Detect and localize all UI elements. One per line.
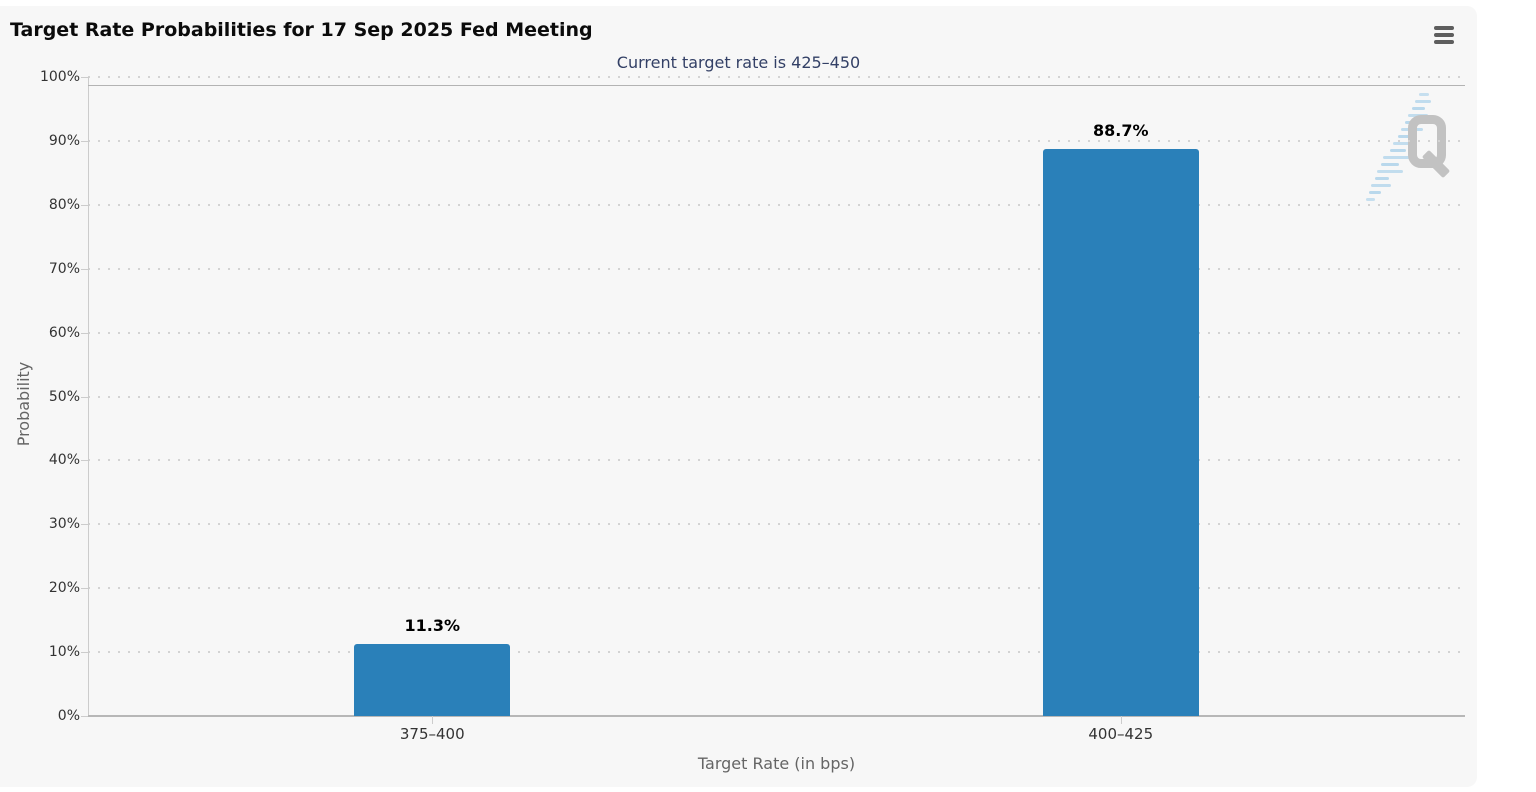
y-gridline <box>88 203 1465 206</box>
y-tick-label: 40% <box>48 452 80 469</box>
plot-top-border <box>88 85 1465 86</box>
q-logo-dashes-icon <box>1366 93 1431 201</box>
y-tick-label: 60% <box>48 324 80 341</box>
chart-context-menu-button[interactable] <box>1431 22 1457 48</box>
x-tick-label: 400–425 <box>1088 725 1154 743</box>
y-gridline <box>88 587 1465 590</box>
y-tick-label: 20% <box>48 580 80 597</box>
y-tick-label: 100% <box>39 69 80 85</box>
y-axis-tick <box>81 652 88 654</box>
y-axis-tick <box>81 77 88 78</box>
y-tick-label: 30% <box>48 516 80 533</box>
q-logo-tail <box>1421 149 1451 179</box>
y-gridline <box>88 76 1465 78</box>
y-axis-tick <box>81 716 88 717</box>
y-tick-label: 50% <box>48 388 80 405</box>
y-gridline <box>88 139 1465 142</box>
x-tick-label: 375–400 <box>399 725 465 743</box>
y-gridline <box>88 395 1465 398</box>
x-axis-line <box>88 715 1465 717</box>
y-tick-label: 0% <box>57 708 80 724</box>
x-axis-title: Target Rate (in bps) <box>697 754 856 773</box>
y-gridline <box>88 267 1465 270</box>
x-axis-tick <box>432 716 434 724</box>
bar-value-label: 88.7% <box>1092 121 1149 141</box>
bar-375–400[interactable] <box>354 643 511 716</box>
y-axis-tick <box>81 140 88 142</box>
y-gridline <box>88 651 1465 654</box>
bar-value-label: 11.3% <box>404 615 460 635</box>
y-tick-label: 10% <box>48 644 80 661</box>
y-axis-tick <box>81 204 88 206</box>
y-axis-tick <box>81 332 88 334</box>
y-axis-line <box>88 77 89 716</box>
chart-subtitle: Current target rate is 425–450 <box>616 53 861 72</box>
y-tick-label: 70% <box>48 260 80 277</box>
y-axis-tick <box>81 460 88 462</box>
y-tick-label: 90% <box>48 132 80 149</box>
hamburger-icon <box>1434 40 1454 44</box>
y-gridline <box>88 523 1465 526</box>
chart-title: Target Rate Probabilities for 17 Sep 202… <box>10 19 593 41</box>
y-axis-tick <box>81 268 88 270</box>
x-axis-tick <box>1120 716 1122 724</box>
y-gridline <box>88 459 1465 462</box>
y-axis-tick <box>81 396 88 398</box>
chart-panel: Target Rate Probabilities for 17 Sep 202… <box>0 6 1477 787</box>
y-axis-tick <box>81 588 88 590</box>
hamburger-icon <box>1434 26 1454 30</box>
y-axis-tick <box>81 524 88 526</box>
y-tick-label: 80% <box>48 196 80 213</box>
y-gridline <box>88 331 1465 334</box>
watermark-logo: Q <box>1365 91 1475 216</box>
bar-400–425[interactable] <box>1042 149 1199 716</box>
hamburger-icon <box>1434 33 1454 37</box>
